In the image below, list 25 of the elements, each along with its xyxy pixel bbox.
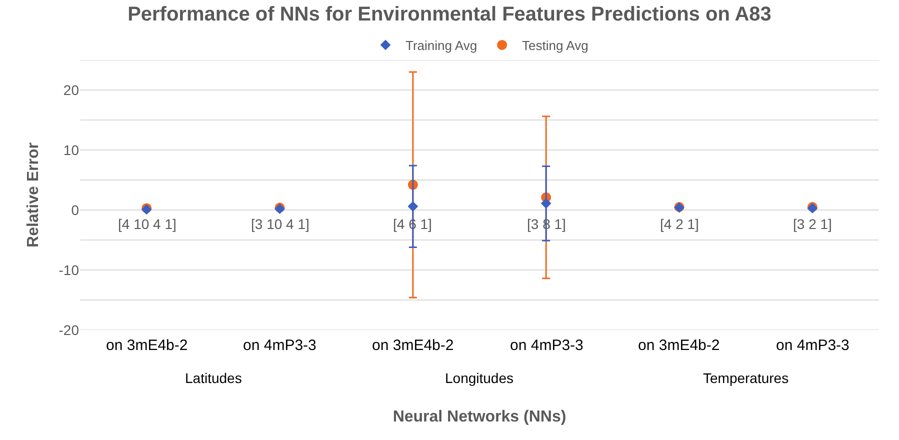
point [540,198,552,209]
text: on 4mP3-3 [776,337,850,354]
text: on 4mP3-3 [510,337,584,354]
y-tick-label: 10 [63,142,80,158]
y-tick-label: -10 [58,262,80,278]
x-tick-label: [4 10 4 1] [118,216,176,232]
legend-label: Training Avg [406,38,478,54]
y-tick-label: 20 [63,82,80,98]
x-tick-label: [3 10 4 1] [251,216,310,232]
text: on 4mP3-3 [243,337,316,354]
point [408,201,418,212]
legend-label: Testing Avg [522,38,588,54]
text: on 3mE4b-2 [638,337,720,354]
text: Latitudes [185,370,242,386]
x-axis-title: Neural Networks (NNs) [392,408,566,426]
x-tick-label: [4 2 1] [660,216,699,232]
text: on 3mE4b-2 [106,337,188,354]
text: Longitudes [445,370,514,386]
y-axis-title: Relative Error [25,142,42,248]
text: Temperatures [703,370,789,386]
y-tick-label: 0 [71,202,80,218]
x-tick-label: [3 2 1] [793,216,832,232]
text: on 3mE4b-2 [372,337,454,354]
y-tick-label: -20 [58,322,80,338]
chart-title: Performance of NNs for Environmental Features Predictions on A83 [128,4,772,26]
